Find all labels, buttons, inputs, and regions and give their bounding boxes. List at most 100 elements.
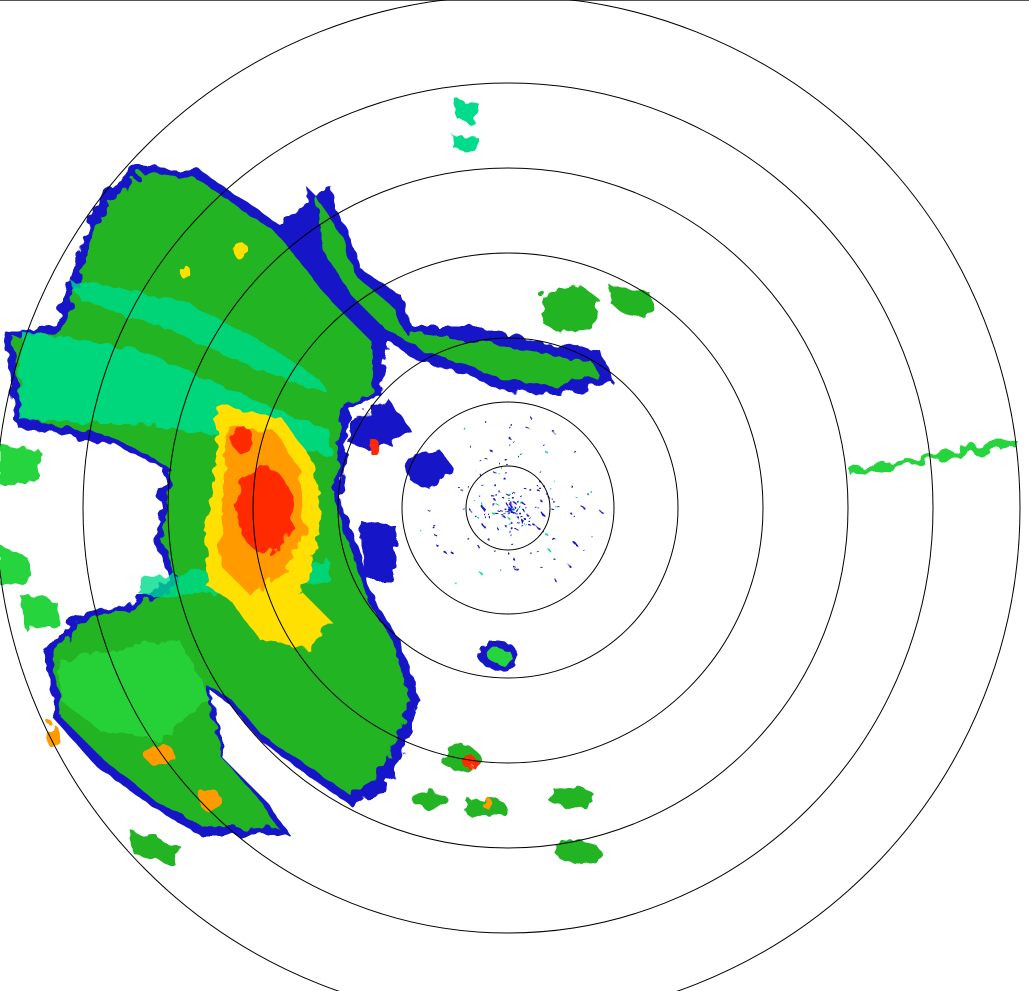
top-border xyxy=(0,0,1029,1)
clutter-point xyxy=(506,506,509,509)
clutter-point xyxy=(490,518,493,520)
clutter-point xyxy=(552,578,555,580)
clutter-point xyxy=(506,510,509,512)
clutter-point xyxy=(514,508,517,511)
clutter-point xyxy=(503,512,506,514)
clutter-point xyxy=(516,508,519,510)
intense-cell-west-edge xyxy=(46,723,58,747)
clutter-point xyxy=(512,528,515,531)
clutter-point xyxy=(510,424,512,426)
clutter-point xyxy=(529,489,532,491)
edge-echo-west-2 xyxy=(0,545,35,585)
heavy-cell-northwest xyxy=(232,242,248,258)
clutter-point xyxy=(574,451,577,453)
clutter-point xyxy=(506,481,509,483)
clutter-point xyxy=(508,426,511,429)
intense-cell-south-southwest xyxy=(198,790,222,810)
clutter-point xyxy=(552,509,555,511)
clutter-point xyxy=(481,523,484,526)
range-ring xyxy=(465,465,551,551)
light-echo-band-northwest xyxy=(70,280,330,395)
clutter-point xyxy=(508,500,511,502)
clutter-point xyxy=(568,511,571,513)
spoke-echo-east xyxy=(850,438,1016,476)
clutter-point xyxy=(517,456,520,458)
clutter-point xyxy=(503,509,506,511)
clutter-point xyxy=(439,547,442,549)
clutter-point xyxy=(464,534,467,537)
clutter-point xyxy=(581,548,584,550)
clutter-point xyxy=(494,493,497,496)
clutter-point xyxy=(543,444,546,447)
clutter-point xyxy=(506,551,509,554)
cell-south-2-core xyxy=(462,756,478,768)
clutter-point xyxy=(504,508,507,511)
clutter-point xyxy=(599,510,602,512)
clutter-point xyxy=(501,467,504,470)
clutter-point xyxy=(512,566,515,569)
clutter-point xyxy=(511,564,514,566)
clutter-point xyxy=(518,518,521,520)
clutter-point xyxy=(566,562,569,565)
clutter-point xyxy=(576,544,578,547)
clutter-point xyxy=(551,478,554,481)
clutter-point xyxy=(508,506,511,509)
clutter-point xyxy=(523,517,526,519)
clutter-point xyxy=(434,528,437,531)
clutter-point xyxy=(520,518,523,520)
clutter-point xyxy=(538,553,541,555)
clutter-point xyxy=(521,496,524,499)
clutter-point xyxy=(521,454,524,456)
clutter-point xyxy=(500,504,503,507)
clutter-point xyxy=(504,517,507,519)
extreme-echo-core xyxy=(237,468,293,552)
clutter-point xyxy=(502,515,505,518)
cell-south-3-core xyxy=(481,798,493,808)
clutter-point xyxy=(511,528,514,531)
cell-south-5 xyxy=(556,840,600,864)
clutter-point xyxy=(505,492,508,495)
clutter-point xyxy=(509,533,511,536)
clutter-point xyxy=(465,429,468,432)
clutter-point xyxy=(508,511,511,513)
clutter-point xyxy=(537,489,540,491)
clutter-point xyxy=(523,503,526,506)
clutter-point xyxy=(508,517,511,520)
clutter-point xyxy=(538,486,541,488)
range-ring xyxy=(82,82,934,934)
heavy-cell-northwest-2 xyxy=(179,266,191,278)
cell-south-6 xyxy=(412,792,448,808)
clutter-point xyxy=(512,510,515,513)
clutter-point xyxy=(510,490,513,492)
range-ring xyxy=(252,252,764,764)
clutter-point xyxy=(547,549,550,551)
clutter-point xyxy=(513,502,516,504)
clutter-point xyxy=(466,485,469,488)
clutter-point xyxy=(506,491,509,493)
clutter-point xyxy=(476,516,478,518)
clutter-red xyxy=(369,440,381,456)
clutter-point xyxy=(508,443,511,446)
clutter-point xyxy=(489,448,492,451)
bright-echo-southwest xyxy=(60,640,210,740)
clutter-point xyxy=(499,491,502,494)
clutter-point xyxy=(508,508,510,510)
clutter-point xyxy=(510,510,513,512)
clutter-point xyxy=(500,569,503,572)
clutter-point xyxy=(508,436,511,439)
range-ring xyxy=(337,337,679,679)
clutter-point xyxy=(533,524,536,527)
clutter-point xyxy=(480,461,483,463)
clutter-point xyxy=(467,443,470,446)
clutter-point xyxy=(555,541,557,543)
clutter-point xyxy=(426,508,429,511)
clutter-point xyxy=(499,508,501,510)
clutter-point xyxy=(512,558,515,560)
clutter-point xyxy=(481,484,484,487)
clutter-point xyxy=(495,515,498,518)
weak-echo-near-center-3 xyxy=(360,520,395,580)
clutter-point xyxy=(540,472,543,475)
clutter-point xyxy=(526,525,529,528)
